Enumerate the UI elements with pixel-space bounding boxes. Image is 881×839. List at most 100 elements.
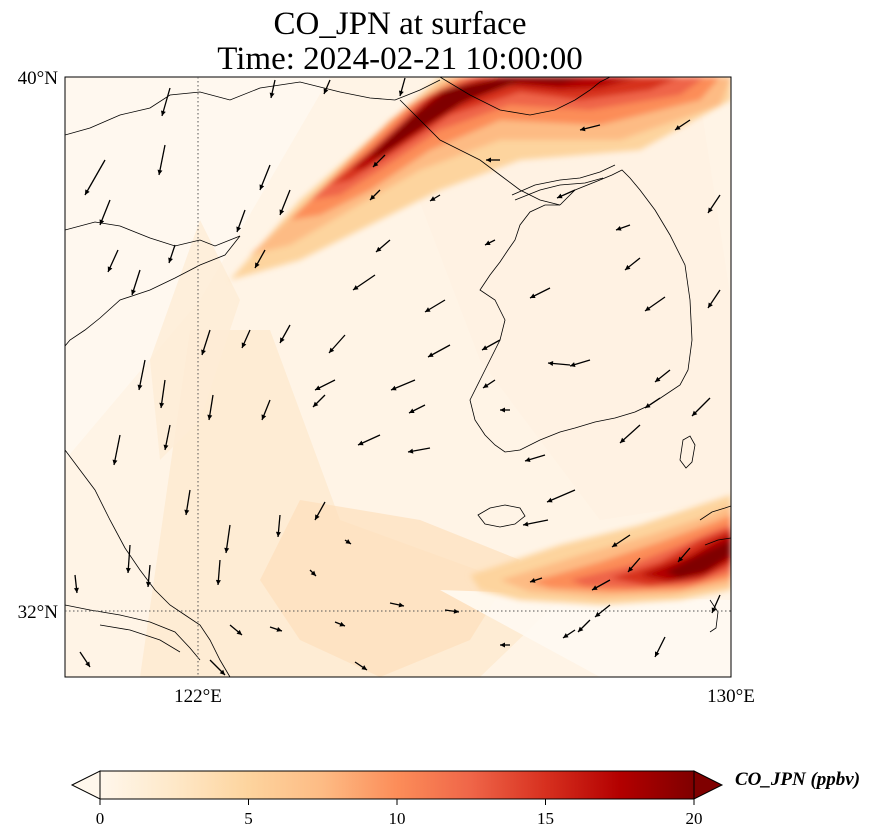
- wind-arrow-head: [345, 539, 351, 544]
- wind-arrow-head: [612, 542, 618, 547]
- wind-arrow-head: [425, 307, 431, 312]
- wind-arrow-shaft: [546, 489, 576, 503]
- wind-arrow-head: [160, 110, 166, 116]
- wind-arrow-head: [145, 581, 151, 587]
- concentration-field: [65, 77, 731, 677]
- wind-arrow-head: [201, 349, 206, 355]
- lon-label-130e: 130°E: [707, 686, 755, 707]
- wind-arrow-head: [376, 246, 382, 252]
- colorbar-tick-label: 10: [389, 809, 406, 828]
- wind-arrow-head: [157, 169, 163, 175]
- colorbar-tick-label: 20: [686, 809, 703, 828]
- wind-arrow-head: [241, 342, 247, 348]
- wind-arrow-head: [85, 189, 90, 195]
- wind-arrow-head: [315, 514, 320, 520]
- wind-arrow-shaft: [138, 359, 146, 391]
- map-title-line1: CO_JPN at surface: [273, 6, 527, 42]
- wind-arrow-head: [408, 448, 414, 454]
- wind-arrow-head: [261, 414, 267, 420]
- wind-arrow-head: [620, 437, 626, 443]
- wind-arrow-head: [428, 352, 434, 357]
- lon-label-122e: 122°E: [174, 686, 222, 707]
- wind-arrow-head: [207, 414, 213, 420]
- coastlines: [65, 77, 731, 677]
- map-title-line2: Time: 2024-02-21 10:00:00: [217, 41, 583, 77]
- wind-arrow-head: [85, 661, 90, 667]
- wind-arrow-head: [525, 457, 531, 462]
- wind-arrow-head: [453, 608, 459, 614]
- wind-arrow-head: [329, 347, 335, 353]
- map-frame: [64, 76, 732, 678]
- colorbar-gradient: [99, 770, 695, 800]
- wind-arrow-head: [269, 92, 275, 98]
- wind-arrow-head: [625, 264, 631, 270]
- colorbar-tick-label: 5: [244, 809, 253, 828]
- wind-vectors: [73, 77, 721, 676]
- wind-arrow-head: [215, 579, 221, 585]
- wind-arrow-head: [361, 665, 367, 670]
- colorbar-min-extend: [70, 770, 101, 800]
- colorbar: 0 5 10 15 20: [70, 770, 724, 828]
- wind-arrow-head: [592, 585, 598, 590]
- wind-arrow-head: [73, 587, 79, 593]
- wind-arrow-head: [259, 184, 265, 190]
- wind-arrow-head: [310, 570, 316, 576]
- wind-arrow-head: [675, 125, 681, 130]
- wind-arrow-head: [486, 157, 491, 163]
- wind-arrow-head: [645, 403, 651, 408]
- lat-label-40n: 40°N: [18, 68, 59, 89]
- wind-arrow-head: [219, 669, 225, 675]
- wind-arrow-head: [482, 345, 488, 350]
- wind-arrow-head: [370, 194, 376, 200]
- wind-arrow-head: [163, 444, 169, 450]
- wind-arrow-head: [547, 497, 553, 503]
- wind-arrow-head: [107, 266, 113, 272]
- wind-arrow-head: [339, 621, 345, 627]
- wind-arrow-head: [313, 401, 319, 407]
- wind-arrow-head: [655, 376, 661, 382]
- colorbar-title: CO_JPN (ppbv): [735, 769, 861, 790]
- wind-arrow-head: [224, 547, 230, 553]
- colorbar-max-extend: [693, 770, 724, 800]
- wind-arrow-head: [570, 362, 576, 367]
- wind-arrow-head: [137, 384, 143, 390]
- wind-arrow-head: [678, 556, 684, 562]
- wind-arrow-head: [236, 226, 242, 232]
- wind-arrow-shaft: [158, 144, 166, 176]
- wind-arrow-head: [99, 219, 105, 225]
- wind-arrow-head: [523, 521, 529, 527]
- wind-arrow-head: [236, 629, 242, 635]
- wind-arrow-head: [645, 306, 651, 311]
- wind-arrow-head: [500, 407, 505, 413]
- wind-arrow-head: [580, 126, 586, 132]
- wind-arrow-head: [168, 257, 173, 263]
- wind-arrow-head: [398, 90, 404, 96]
- wind-arrow-shaft: [84, 159, 106, 196]
- wind-arrow-head: [557, 193, 563, 199]
- wind-arrow-head: [548, 360, 554, 366]
- wind-arrow-head: [595, 611, 601, 617]
- wind-arrow-head: [708, 302, 713, 308]
- wind-arrow-head: [255, 262, 260, 268]
- wind-arrow-head: [373, 161, 379, 167]
- wind-arrow-head: [358, 440, 364, 446]
- wind-arrow-head: [655, 651, 660, 657]
- wind-arrow-head: [276, 627, 282, 632]
- wind-arrow-head: [315, 385, 321, 390]
- wind-arrow-head: [323, 88, 329, 94]
- wind-arrow-head: [280, 337, 285, 343]
- colorbar-tick-label: 0: [96, 809, 105, 828]
- colorbar-tick-label: 15: [537, 809, 554, 828]
- wind-arrow-head: [500, 642, 505, 648]
- wind-arrow-head: [275, 531, 281, 537]
- wind-arrow-head: [708, 207, 713, 213]
- wind-arrow-head: [530, 293, 536, 298]
- wind-arrow-head: [430, 196, 436, 201]
- wind-arrow-head: [692, 410, 698, 416]
- wind-arrow-shaft: [113, 434, 121, 466]
- wind-arrow-head: [184, 509, 190, 515]
- wind-arrow-head: [530, 578, 536, 583]
- wind-arrow-head: [616, 225, 622, 231]
- wind-arrow-head: [391, 385, 397, 391]
